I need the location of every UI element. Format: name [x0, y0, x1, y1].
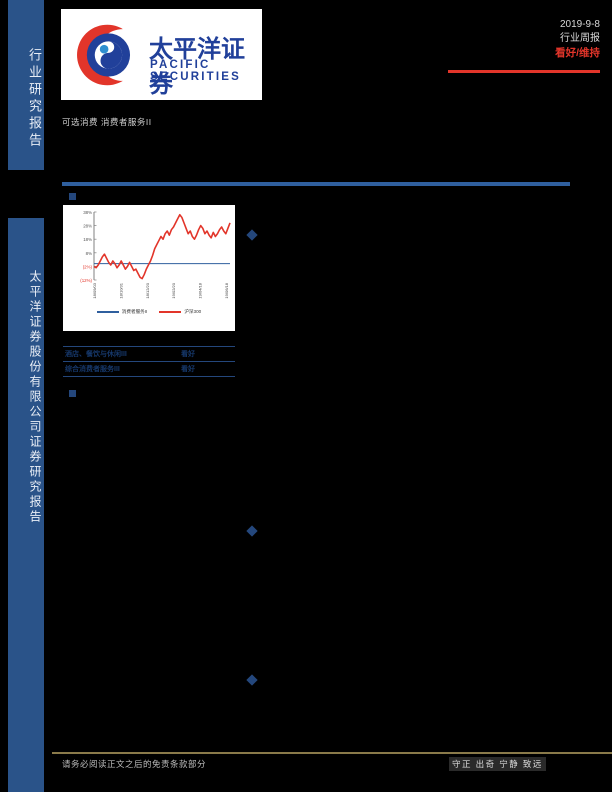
svg-text:(2%): (2%) — [83, 264, 93, 269]
report-page: 太平洋证券 PACIFIC SECURITIES 2019-9-8 行业周报 看… — [52, 0, 612, 792]
square-bullet-icon-2 — [69, 390, 76, 397]
rating-row-value-1: 看好 — [181, 366, 195, 373]
report-date: 2019-9-8 — [559, 19, 600, 30]
chart-y-axis-labels: 38% 28% 18% 8% (2%) (12%) — [80, 210, 92, 283]
logo-english-name: PACIFIC SECURITIES — [150, 59, 242, 83]
sidebar-label-research-report: 行业研究报告 — [27, 48, 42, 150]
logo-chinese-name: 太平洋证券 — [149, 36, 245, 98]
svg-text:19/04/18: 19/04/18 — [198, 282, 203, 298]
header-meta: 2019-9-8 行业周报 看好/维持 — [360, 18, 600, 60]
rating-row-name-1: 综合消费者服务III — [65, 366, 120, 373]
table-row: 综合消费者服务III 看好 — [63, 362, 235, 377]
legend-item-1: 沪深300 — [159, 309, 201, 315]
header-red-rule — [448, 70, 600, 73]
svg-text:(12%): (12%) — [80, 278, 92, 283]
sidebar-band-top — [8, 0, 44, 170]
legend-label-1: 沪深300 — [184, 309, 202, 314]
legend-swatch-1 — [159, 311, 182, 313]
rating-row-name-0: 酒店、餐饮与休闲III — [65, 351, 127, 358]
sidebar-band-bottom — [8, 218, 44, 792]
svg-text:18/09/03: 18/09/03 — [92, 282, 97, 298]
svg-text:19/02/20: 19/02/20 — [171, 282, 176, 298]
svg-text:38%: 38% — [83, 210, 92, 215]
pacific-securities-logo-icon — [77, 24, 131, 86]
svg-text:19/06/18: 19/06/18 — [224, 282, 229, 298]
table-row: 酒店、餐饮与休闲III 看好 — [63, 346, 235, 362]
footer-disclaimer: 请务必阅读正文之后的免责条款部分 — [62, 759, 207, 769]
section-divider — [62, 182, 570, 186]
legend-item-0: 消费者服务II — [96, 309, 148, 315]
report-rating: 看好/维持 — [555, 47, 600, 59]
sector-breadcrumb: 可选消费 消费者服务II — [62, 117, 152, 127]
chart-plot-area: 38% 28% 18% 8% (2%) (12%) 18/09/03 18/10/31 18/… — [65, 208, 233, 310]
svg-text:8%: 8% — [86, 251, 92, 256]
chart-legend: 消费者服务II 沪深300 — [63, 309, 235, 315]
logo-box: 太平洋证券 PACIFIC SECURITIES — [61, 9, 262, 100]
footer-slogan: 守正 出奇 宁静 致远 — [449, 757, 546, 771]
svg-text:18/10/31: 18/10/31 — [118, 282, 123, 298]
diamond-bullet-icon-1 — [246, 229, 258, 241]
legend-label-0: 消费者服务II — [121, 309, 148, 314]
rating-row-value-0: 看好 — [181, 351, 195, 358]
sidebar-label-company-research: 太平洋证券股份有限公司证券研究报告 — [28, 269, 42, 525]
square-bullet-icon-1 — [69, 193, 76, 200]
svg-text:18/12/20: 18/12/20 — [145, 282, 150, 298]
legend-swatch-0 — [96, 311, 119, 313]
performance-chart: 38% 28% 18% 8% (2%) (12%) 18/09/03 18/10/31 18/… — [63, 205, 235, 331]
svg-text:28%: 28% — [83, 224, 92, 229]
report-type: 行业周报 — [560, 33, 600, 44]
footer-rule — [52, 752, 612, 754]
ratings-table: 酒店、餐饮与休闲III 看好 综合消费者服务III 看好 — [63, 346, 235, 377]
chart-svg: 38%28%18%8%(2%)(12%) 18/09/03 18/10/31 18/… — [80, 210, 231, 299]
diamond-bullet-icon-2 — [246, 525, 258, 537]
svg-text:18%: 18% — [83, 237, 92, 242]
left-sidebar: 行业研究报告 太平洋证券股份有限公司证券研究报告 — [0, 0, 52, 792]
diamond-bullet-icon-3 — [246, 674, 258, 686]
chart-x-axis-labels: 18/09/03 18/10/31 18/12/20 19/02/20 19/04/18… — [92, 282, 229, 298]
